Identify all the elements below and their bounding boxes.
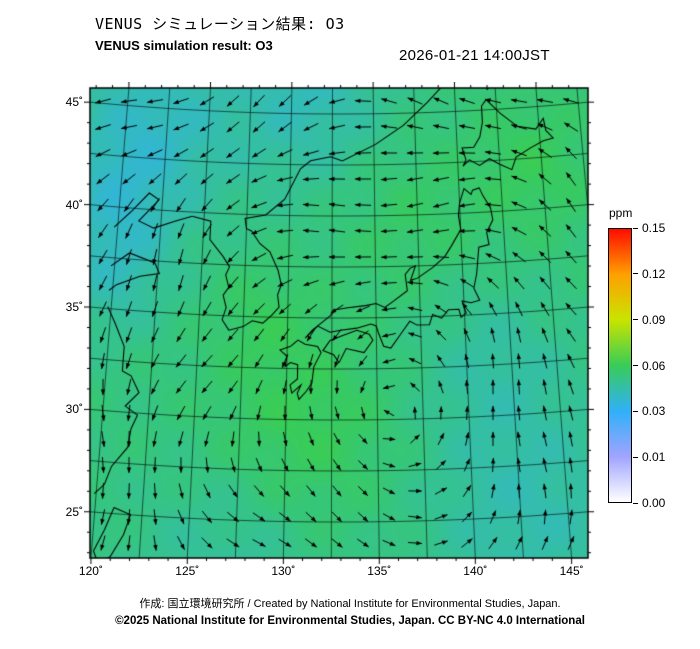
simulation-map-canvas — [84, 82, 596, 566]
colorbar-tick-label: 0.00 — [642, 496, 666, 510]
colorbar-gradient — [608, 228, 632, 503]
lat-tick-label: 35˚ — [65, 300, 83, 315]
page-title-en: VENUS simulation result: O3 — [95, 38, 273, 53]
footer: 作成: 国立環境研究所 / Created by National Instit… — [0, 595, 700, 627]
colorbar-tick-label: 0.12 — [642, 266, 666, 281]
license-line: ©2025 National Institute for Environment… — [115, 615, 585, 627]
lat-tick-label: 30˚ — [65, 402, 83, 417]
lon-tick-label: 130˚ — [271, 564, 296, 578]
colorbar-tick — [633, 227, 638, 229]
lat-tick-label: 45˚ — [65, 95, 83, 110]
page-title-ja: VENUS シミュレーション結果: O3 — [95, 15, 345, 33]
colorbar-tick-label: 0.06 — [642, 358, 666, 373]
credit-line: 作成: 国立環境研究所 / Created by National Instit… — [139, 598, 561, 610]
lat-tick-label: 40˚ — [65, 197, 83, 212]
colorbar-tick-label: 0.03 — [642, 404, 666, 419]
lon-tick-label: 120˚ — [78, 564, 103, 578]
lon-tick-label: 140˚ — [463, 564, 488, 578]
lon-tick-label: 125˚ — [175, 564, 200, 578]
lon-tick-label: 145˚ — [559, 564, 584, 578]
lon-tick-label: 135˚ — [367, 564, 392, 578]
colorbar-tick-label: 0.15 — [642, 221, 666, 235]
colorbar-tick — [633, 502, 638, 504]
colorbar-tick — [633, 365, 638, 366]
colorbar-unit-label: ppm — [609, 206, 633, 220]
colorbar-tick — [633, 273, 638, 275]
lat-tick-label: 25˚ — [65, 504, 83, 519]
colorbar: ppm 0.00 0.01 0.03 0.06 0.09 0.12 0.15 — [608, 206, 693, 526]
colorbar-tick-label: 0.01 — [642, 450, 666, 465]
colorbar-tick — [633, 319, 638, 321]
colorbar-tick — [633, 410, 638, 412]
timestamp-label: 2026-01-21 14:00JST — [399, 47, 550, 64]
colorbar-tick-label: 0.09 — [642, 312, 666, 327]
colorbar-tick — [633, 456, 638, 458]
